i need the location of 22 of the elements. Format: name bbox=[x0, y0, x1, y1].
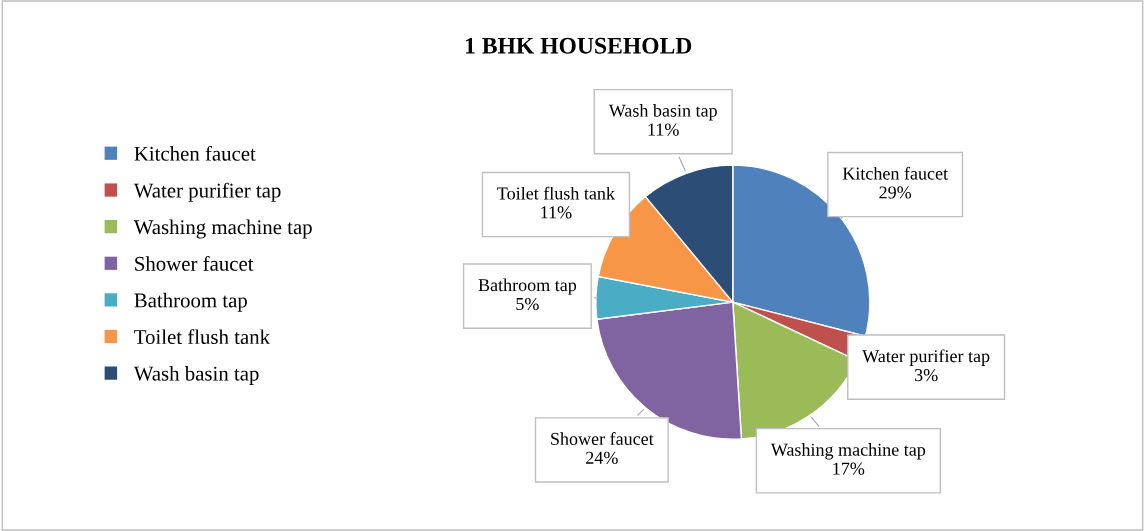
slice-label: Shower faucet bbox=[551, 432, 654, 445]
legend-label: Water purifier tap bbox=[133, 182, 281, 202]
legend-label: Bathroom tap bbox=[134, 292, 247, 312]
slice-label: Water purifier tap bbox=[862, 349, 990, 366]
slice-label: Washing machine tap bbox=[770, 443, 926, 460]
data-label: 11% bbox=[648, 123, 679, 136]
slice-label: Wash basin tap bbox=[608, 104, 717, 121]
data-label: 24% bbox=[586, 451, 618, 464]
data-label: 11% bbox=[541, 206, 572, 219]
data-label: 29% bbox=[879, 186, 912, 199]
data-label: 3% bbox=[914, 368, 938, 382]
data-label: 17% bbox=[833, 462, 865, 475]
chart-title: 1 BHK HOUSEHOLD bbox=[465, 37, 692, 54]
slice-label: Bathroom tap bbox=[478, 278, 577, 295]
data-label: 5% bbox=[516, 297, 539, 311]
slice-label: Kitchen faucet bbox=[842, 166, 948, 180]
legend-label: Kitchen faucet bbox=[134, 145, 256, 161]
slice-label: Toilet flush tank bbox=[497, 186, 615, 200]
legend-label: Wash basin tap bbox=[133, 365, 259, 385]
legend-label: Washing machine tap bbox=[133, 219, 312, 239]
legend-label: Toilet flush tank bbox=[134, 329, 271, 345]
legend-label: Shower faucet bbox=[135, 255, 254, 271]
